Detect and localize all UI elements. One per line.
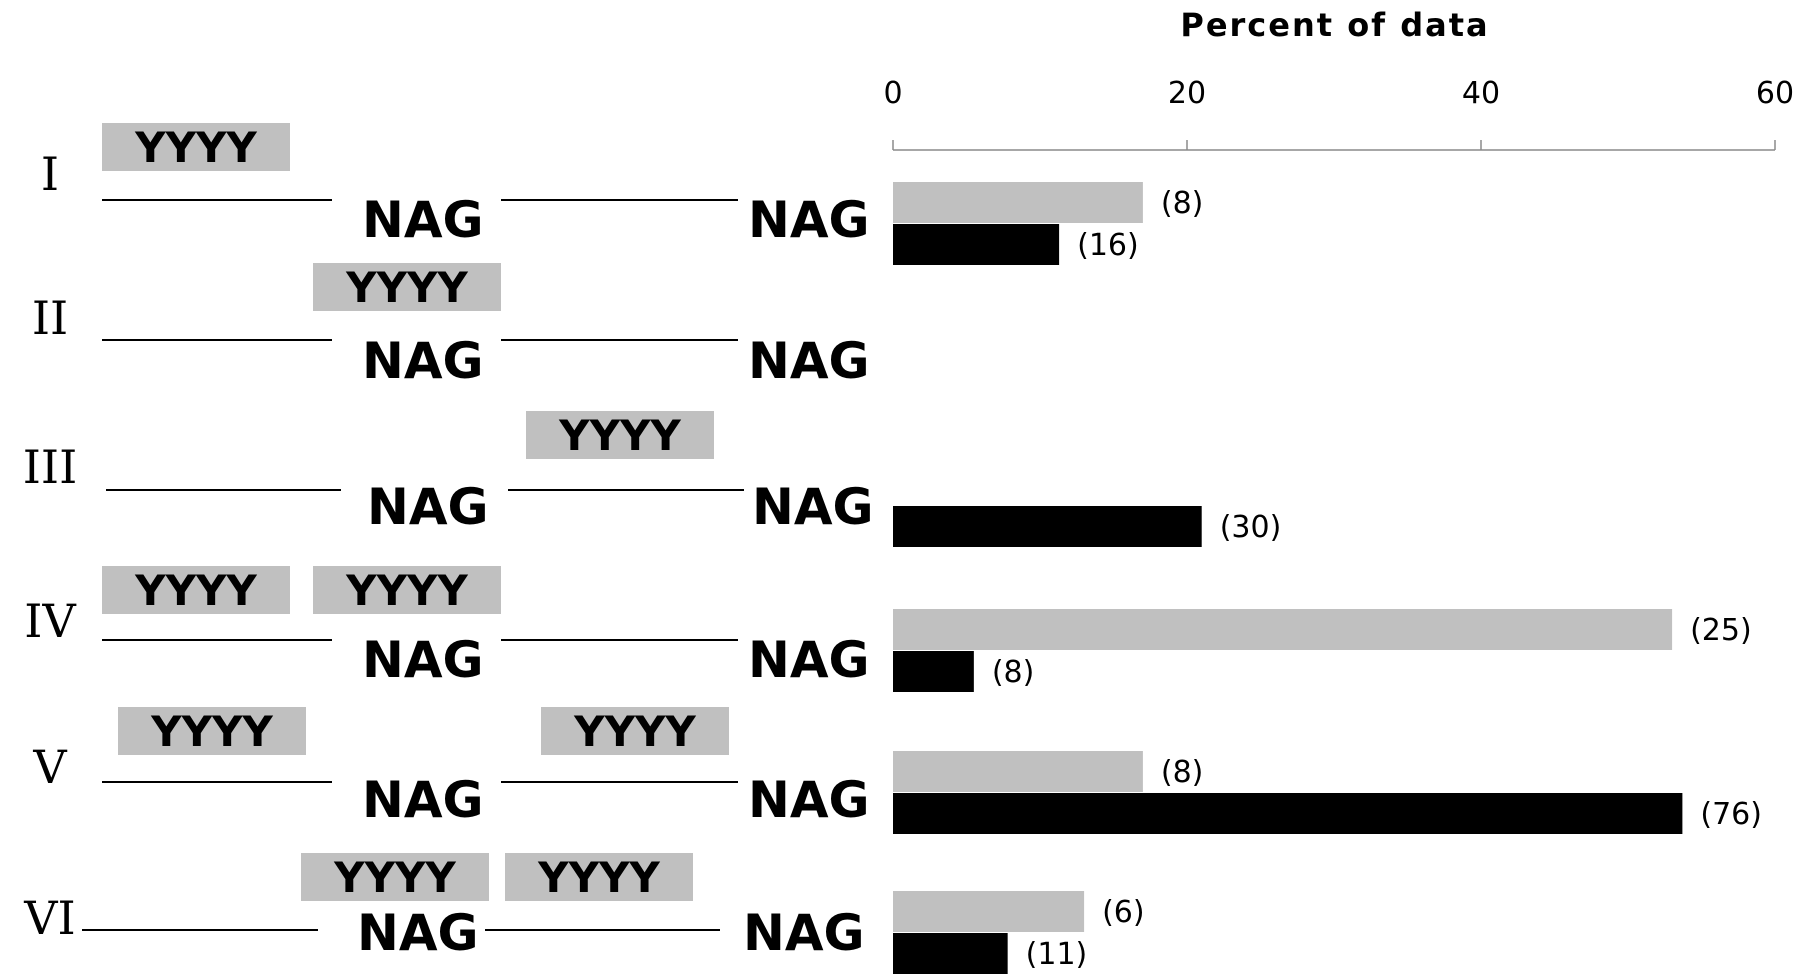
nag-label: NAG <box>362 631 484 689</box>
motif-label: YYYY <box>558 411 681 460</box>
nag-label: NAG <box>367 478 489 536</box>
bar-count-label: (76) <box>1700 797 1762 832</box>
nag-label: NAG <box>362 191 484 249</box>
motif-rect <box>118 707 306 755</box>
motif-box: YYYY <box>313 566 501 615</box>
bar-count-label: (8) <box>1161 186 1204 221</box>
motif-rect <box>301 853 489 901</box>
motif-box: YYYY <box>541 707 729 756</box>
nag-label: NAG <box>748 332 870 390</box>
row-label: VI <box>23 891 75 945</box>
motif-label: YYYY <box>345 566 468 615</box>
bar-count-label: (16) <box>1077 228 1139 263</box>
motif-box: YYYY <box>526 411 714 460</box>
nag-label: NAG <box>748 191 870 249</box>
tick-label: 0 <box>883 76 902 111</box>
bar-count-label: (30) <box>1220 510 1282 545</box>
motif-box: YYYY <box>313 263 501 312</box>
bar-count-label: (6) <box>1102 895 1145 930</box>
motif-label: YYYY <box>345 263 468 312</box>
nag-label: NAG <box>748 631 870 689</box>
motif-box: YYYY <box>102 123 290 172</box>
schematic-row: V NAG NAG YYYY YYYY <box>32 707 870 829</box>
motif-label: YYYY <box>537 853 660 902</box>
bar-count-label: (11) <box>1026 937 1088 972</box>
tick-label: 60 <box>1756 76 1794 111</box>
tick-label: 20 <box>1168 76 1206 111</box>
row-label: V <box>32 740 67 794</box>
motif-rect <box>102 123 290 171</box>
bar-black <box>893 651 974 692</box>
tick-label: 40 <box>1462 76 1500 111</box>
motif-label: YYYY <box>134 566 257 615</box>
bar-count-label: (8) <box>1161 755 1204 790</box>
motif-rect <box>505 853 693 901</box>
nag-label: NAG <box>362 332 484 390</box>
row-label: IV <box>24 594 76 648</box>
x-axis: 0 20 40 60 <box>883 76 1794 151</box>
bar-grey <box>893 609 1673 650</box>
nag-label: NAG <box>362 771 484 829</box>
motif-box: YYYY <box>505 853 693 902</box>
motif-box: YYYY <box>118 707 306 756</box>
bar-grey <box>893 182 1143 223</box>
motif-label: YYYY <box>573 707 696 756</box>
nag-label: NAG <box>748 771 870 829</box>
bar-black <box>893 224 1060 265</box>
nag-label: NAG <box>752 478 874 536</box>
motif-rect <box>526 411 714 459</box>
axis-title: Percent of data <box>1180 6 1489 44</box>
row-label: I <box>41 147 59 201</box>
motif-box: YYYY <box>102 566 290 615</box>
bar-black <box>893 933 1008 974</box>
motif-rect <box>541 707 729 755</box>
bar-black <box>893 793 1683 834</box>
bars: (8) (25) (8) (6) (16) (30) (8) (76) (11) <box>893 182 1762 974</box>
bar-grey <box>893 751 1143 792</box>
motif-box: YYYY <box>301 853 489 902</box>
row-label: II <box>32 291 68 345</box>
schematic-row: III NAG NAG YYYY <box>23 411 874 536</box>
schematic-row: I NAG NAG YYYY <box>41 123 870 249</box>
motif-label: YYYY <box>150 707 273 756</box>
motif-label: YYYY <box>333 853 456 902</box>
motif-rect <box>313 263 501 311</box>
schematic-row: IV NAG NAG YYYY YYYY <box>24 566 870 689</box>
bar-count-label: (25) <box>1690 613 1752 648</box>
motif-rect <box>313 566 501 614</box>
bar-grey <box>893 891 1085 932</box>
motif-rect <box>102 566 290 614</box>
bar-count-label: (8) <box>992 655 1035 690</box>
nag-label: NAG <box>357 904 479 962</box>
row-label: III <box>23 440 78 494</box>
schematic-row: II NAG NAG YYYY <box>32 263 870 390</box>
bar-black <box>893 506 1202 547</box>
motif-label: YYYY <box>134 123 257 172</box>
nag-label: NAG <box>743 904 865 962</box>
